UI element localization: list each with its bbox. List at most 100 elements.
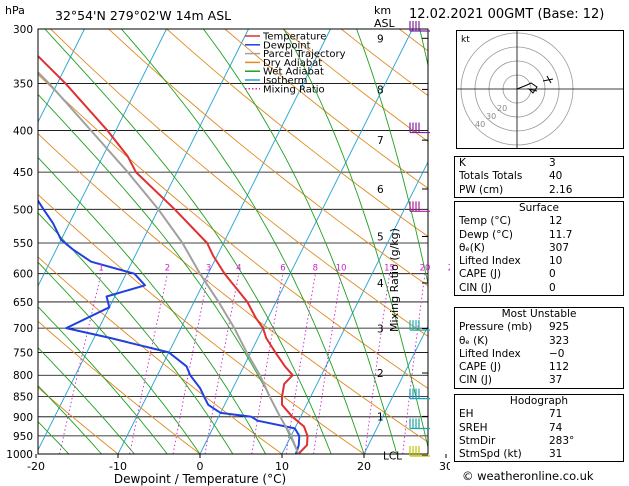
parcel-trajectory-line [38, 70, 300, 454]
x-tick-label: 30 [439, 460, 450, 473]
sounding-lines [38, 54, 309, 454]
k-value: 3 [549, 157, 556, 169]
legend-label: Wet Adiabat [263, 67, 324, 78]
most-unstable-table: Most Unstable Pressure (mb) 925 θₑ (K) 323… [454, 307, 624, 389]
pw-value: 2.16 [549, 183, 573, 196]
km-tick-label: 2 [377, 368, 384, 380]
isotherm-line [281, 160, 428, 454]
surface-cape-value: 0 [549, 268, 556, 281]
pressure-tick-label: 700 [13, 323, 33, 335]
mixing-ratio-labels: 1 2 3 4 6 8 10 15 20 25 [98, 264, 450, 274]
mu-cape-label: CAPE (J) [459, 361, 502, 374]
site-credit[interactable]: © weatheronline.co.uk [462, 469, 594, 483]
dry-adiabat [50, 29, 428, 337]
pressure-tick-label: 900 [13, 412, 33, 424]
mixing-ratio-label: 3 [206, 264, 211, 274]
mu-cin-label: CIN (J) [459, 374, 492, 387]
mu-li-value: −0 [549, 347, 565, 360]
dry-adiabat [38, 320, 201, 454]
mixing-ratio-label: 10 [336, 264, 347, 274]
dry-adiabat [108, 29, 428, 287]
dry-adiabat [38, 193, 365, 454]
dry-adiabat [38, 256, 283, 454]
surface-theta-value: 307 [549, 241, 570, 254]
dry-adiabat [38, 73, 428, 390]
surface-cin-value: 0 [549, 281, 556, 294]
mixing-ratio-line [172, 273, 210, 454]
km-tick-label: 4 [377, 278, 384, 290]
pressure-tick-label: 550 [13, 238, 33, 250]
mixing-ratio-line [204, 273, 240, 454]
pressure-unit: hPa [5, 4, 25, 17]
sreh-value: 74 [549, 421, 563, 434]
mixing-ratio-label: 2 [165, 264, 170, 274]
surface-dewp-value: 11.7 [549, 228, 573, 241]
dewpoint-line [38, 198, 301, 454]
wet-adiabat [38, 212, 234, 454]
hodo-title: Hodograph [509, 395, 569, 407]
dry-adiabat [224, 29, 428, 189]
x-tick-label: 0 [197, 460, 204, 473]
mixing-ratio-label: 20 [420, 264, 431, 274]
x-tick-label: 10 [275, 460, 289, 473]
km-tick-label: 7 [377, 135, 384, 147]
indices-table: K 3 Totals Totals 40 PW (cm) 2.16 [454, 156, 624, 198]
mixing-ratio-label: 15 [384, 264, 395, 274]
x-tick-label: -10 [109, 460, 127, 473]
isotherm-line [446, 29, 450, 454]
surface-temp-value: 12 [549, 215, 563, 228]
tt-value: 40 [549, 170, 563, 183]
surface-li-value: 10 [549, 255, 563, 268]
surface-title: Surface [518, 202, 559, 214]
mixing-ratio-line [285, 273, 316, 454]
pressure-tick-label: 800 [13, 370, 33, 382]
pressure-tick-label: 500 [13, 204, 33, 216]
surface-theta-label: θₑ(K) [459, 241, 485, 254]
plot-frame [37, 28, 429, 455]
stmdir-label: StmDir [459, 434, 496, 447]
surface-dewp-label: Dewp (°C) [459, 228, 513, 241]
isotherm-line [38, 29, 85, 124]
k-label: K [459, 157, 466, 169]
mu-cape-value: 112 [549, 361, 570, 374]
wind-barbs [409, 21, 430, 457]
wet-adiabat [203, 29, 398, 454]
height-axis: 9 8 7 6 5 4 3 2 1 LCL [377, 33, 428, 462]
x-tick-label: -20 [27, 460, 45, 473]
dry-adiabat [38, 386, 119, 454]
legend-label: Parcel Trajectory [263, 49, 346, 60]
hodograph-ring-label: 40 [475, 120, 485, 129]
mixing-ratio-line [59, 273, 102, 454]
mixing-ratio-line [313, 273, 342, 454]
hodograph-trace [516, 82, 538, 94]
wet-adiabat [38, 306, 168, 454]
wet-adiabat [283, 29, 428, 450]
pressure-tick-label: 600 [13, 269, 33, 281]
wet-adiabat [38, 347, 135, 454]
legend-label: Mixing Ratio [263, 84, 325, 95]
mixing-ratio-label: 4 [236, 264, 241, 274]
dry-adiabat [38, 133, 428, 443]
legend-label: Dry Adiabat [263, 58, 322, 69]
pressure-tick-label: 400 [13, 126, 33, 138]
location-title: 32°54'N 279°02'W 14m ASL [55, 8, 231, 23]
mixing-ratio-line [433, 274, 450, 454]
pressure-axis: 300 350 400 450 500 550 600 650 700 750 800 850 900 9… [6, 24, 33, 461]
diagram-lines [0, 29, 450, 454]
km-tick-label: 8 [377, 84, 384, 96]
surface-li-label: Lifted Index [459, 255, 521, 268]
isotherm-line [0, 29, 3, 454]
datetime: 12.02.2021 00GMT (Base: 12) [409, 7, 605, 22]
mu-theta-value: 323 [549, 334, 570, 347]
stmdir-value: 283° [549, 434, 575, 447]
isotherm-line [117, 29, 331, 454]
km-tick-label: 3 [377, 324, 384, 336]
stmspd-label: StmSpd (kt) [459, 448, 522, 461]
hodograph-ring-label: 20 [497, 104, 507, 113]
mixing-ratio-label: 6 [280, 264, 285, 274]
km-tick-label: 5 [377, 231, 384, 243]
mixing-ratio-label: 1 [98, 264, 103, 274]
temperature-axis: -30-20-10010203040 [27, 454, 450, 473]
mixing-ratio-label: 8 [313, 264, 318, 274]
eh-value: 71 [549, 408, 563, 421]
